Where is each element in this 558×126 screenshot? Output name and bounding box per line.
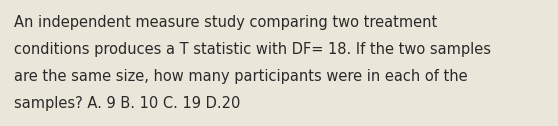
Text: samples? A. 9 B. 10 C. 19 D.20: samples? A. 9 B. 10 C. 19 D.20 <box>14 96 240 111</box>
Text: are the same size, how many participants were in each of the: are the same size, how many participants… <box>14 69 468 84</box>
Text: An independent measure study comparing two treatment: An independent measure study comparing t… <box>14 15 437 30</box>
Text: conditions produces a T statistic with DF= 18. If the two samples: conditions produces a T statistic with D… <box>14 42 491 57</box>
